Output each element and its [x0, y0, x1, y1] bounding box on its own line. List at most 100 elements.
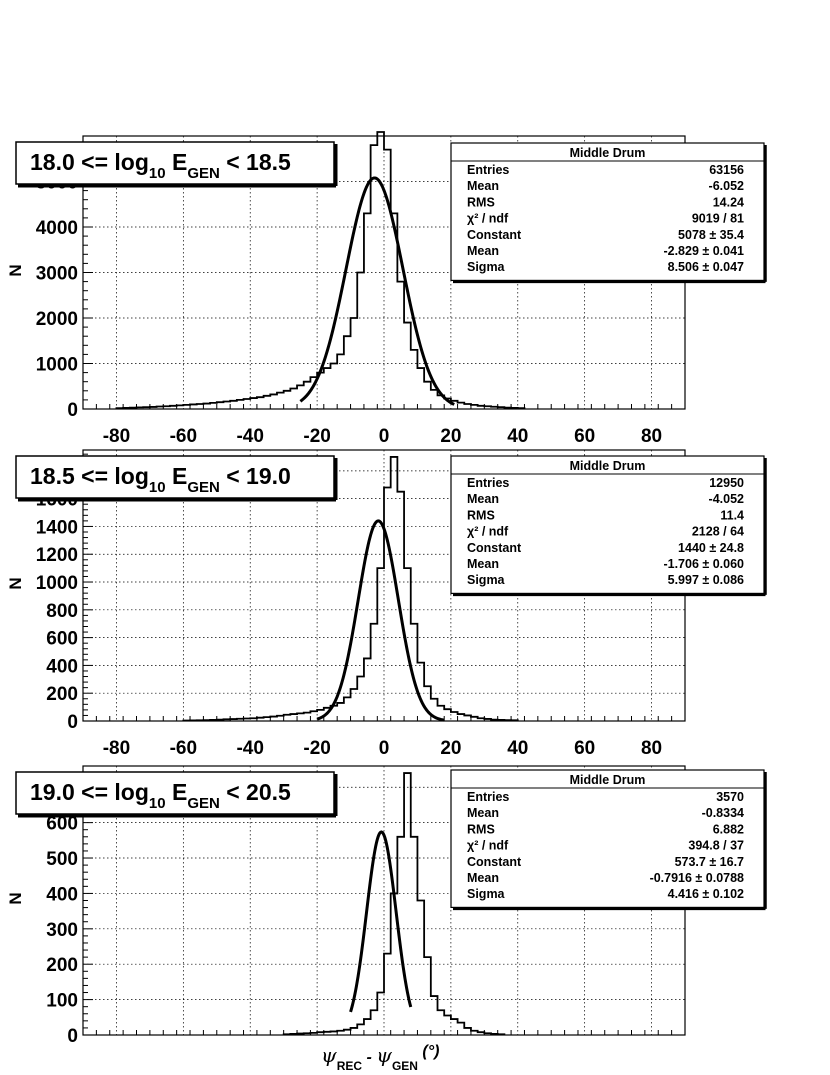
stats-label: Constant	[467, 541, 522, 555]
stats-value: -1.706 ± 0.060	[663, 557, 744, 571]
y-tick-label: 800	[46, 601, 78, 622]
stats-box-name: Middle Drum	[570, 146, 646, 160]
stats-box: Middle Drum Entries 63156 Mean -6.052 RMS 14.2…	[450, 142, 767, 284]
stats-label: Mean	[467, 557, 499, 571]
title-box-frame	[15, 455, 335, 499]
stats-label: Sigma	[467, 887, 506, 901]
y-tick-label: 600	[46, 629, 78, 650]
x-label-unit: (°)	[418, 1043, 440, 1060]
stats-label: Mean	[467, 871, 499, 885]
stats-value: 63156	[709, 163, 744, 177]
chart-panel-3: 0100200300400500600700N19.0 <= log10 EGE…	[6, 765, 767, 1073]
stats-value: 11.4	[720, 508, 744, 522]
stats-value: 6.882	[713, 822, 744, 836]
title-box: 19.0 <= log10 EGEN < 20.5	[15, 771, 338, 818]
stats-value: 3570	[716, 790, 744, 804]
chart-panel-2: 020040060080010001200140016001800-80-60-…	[6, 449, 767, 759]
stats-label: Sigma	[467, 573, 506, 587]
x-tick-label: -80	[103, 738, 130, 759]
stats-box-frame	[450, 455, 765, 594]
panel-title: 19.0 <= log10 EGEN < 20.5	[30, 779, 291, 812]
stats-label: Entries	[467, 476, 509, 490]
stats-label: Mean	[467, 244, 499, 258]
stats-label: RMS	[467, 508, 495, 522]
x-tick-label: 0	[379, 738, 390, 759]
stats-label: χ² / ndf	[467, 212, 509, 226]
stats-label: χ² / ndf	[467, 525, 509, 539]
stats-value: 8.506 ± 0.047	[668, 260, 744, 274]
x-tick-label: -40	[236, 426, 263, 447]
stats-value: -0.7916 ± 0.0788	[650, 871, 744, 885]
y-tick-label: 400	[46, 884, 78, 905]
gaussian-fit-curve	[349, 830, 413, 1013]
x-tick-label: 80	[641, 738, 662, 759]
y-tick-label: 200	[46, 955, 78, 976]
stats-value: 1440 ± 24.8	[678, 541, 744, 555]
histogram-series	[182, 456, 519, 722]
stats-label: Sigma	[467, 260, 506, 274]
title-prefix: 18.0 <= log	[30, 149, 149, 175]
title-e: E	[166, 463, 188, 489]
x-tick-label: -40	[236, 738, 263, 759]
y-tick-label: 300	[46, 920, 78, 941]
title-e-sub: GEN	[187, 165, 220, 182]
title-log-sub: 10	[149, 479, 166, 496]
stats-value: 12950	[709, 476, 744, 490]
x-tick-label: 0	[379, 426, 390, 447]
stats-value: 9019 / 81	[692, 212, 744, 226]
stats-label: Entries	[467, 790, 509, 804]
y-tick-label: 1200	[36, 545, 78, 566]
stats-label: χ² / ndf	[467, 839, 509, 853]
title-box: 18.0 <= log10 EGEN < 18.5	[15, 141, 338, 188]
title-e-sub: GEN	[187, 795, 220, 812]
stats-value: -2.829 ± 0.041	[663, 244, 744, 258]
x-label-rec: REC	[337, 1059, 363, 1073]
title-box: 18.5 <= log10 EGEN < 19.0	[15, 455, 338, 502]
stats-box-name: Middle Drum	[570, 459, 646, 473]
title-prefix: 18.5 <= log	[30, 463, 149, 489]
y-tick-label: 600	[46, 814, 78, 835]
x-tick-label: -60	[170, 426, 197, 447]
stats-value: 5078 ± 35.4	[678, 228, 744, 242]
y-axis-label: N	[6, 264, 25, 276]
stats-label: RMS	[467, 822, 495, 836]
stats-value: 14.24	[713, 195, 744, 209]
stats-label: Entries	[467, 163, 509, 177]
title-e: E	[166, 779, 188, 805]
x-tick-label: -20	[303, 426, 330, 447]
title-prefix: 19.0 <= log	[30, 779, 149, 805]
stats-box: Middle Drum Entries 3570 Mean -0.8334 RMS 6.88…	[450, 769, 767, 911]
stats-label: Constant	[467, 228, 522, 242]
stats-value: 4.416 ± 0.102	[668, 887, 744, 901]
stats-value: -6.052	[709, 179, 744, 193]
title-log-sub: 10	[149, 795, 166, 812]
stats-box-frame	[450, 142, 765, 281]
stats-value: 573.7 ± 16.7	[675, 855, 744, 869]
x-tick-label: 40	[507, 738, 528, 759]
chart-panel-1: 010002000300040005000-80-60-40-200204060…	[6, 131, 767, 447]
stats-label: Mean	[467, 179, 499, 193]
stats-box-name: Middle Drum	[570, 773, 646, 787]
stats-box-frame	[450, 769, 765, 908]
title-e: E	[166, 149, 188, 175]
x-tick-label: -80	[103, 426, 130, 447]
title-log-sub: 10	[149, 165, 166, 182]
stats-value: 394.8 / 37	[688, 839, 744, 853]
stats-value: -4.052	[709, 492, 744, 506]
y-tick-label: 0	[67, 1026, 78, 1047]
x-label-psi: ψ	[321, 1043, 337, 1067]
y-tick-label: 3000	[36, 264, 78, 285]
y-tick-label: 1400	[36, 517, 78, 538]
x-label-psi: ψ	[376, 1043, 392, 1067]
x-tick-label: 60	[574, 426, 595, 447]
y-tick-label: 0	[67, 712, 78, 733]
title-box-frame	[15, 141, 335, 185]
y-tick-label: 1000	[36, 573, 78, 594]
title-suffix: < 18.5	[220, 149, 291, 175]
stats-value: 2128 / 64	[692, 525, 744, 539]
panel-title: 18.5 <= log10 EGEN < 19.0	[30, 463, 291, 496]
y-tick-label: 200	[46, 684, 78, 705]
y-tick-label: 400	[46, 656, 78, 677]
title-suffix: < 20.5	[220, 779, 291, 805]
gaussian-fit-curve	[299, 176, 455, 406]
